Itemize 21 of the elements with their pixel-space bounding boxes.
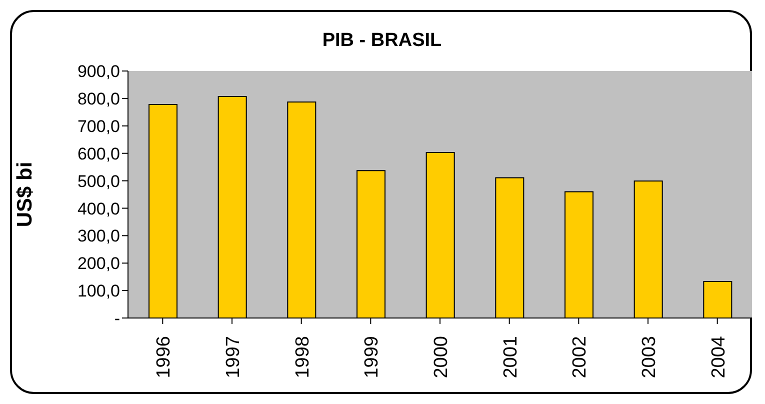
y-tick-label: 700,0 (77, 116, 120, 136)
x-tick-label: 1996 (154, 336, 175, 378)
x-tick-label: 2004 (708, 336, 730, 378)
x-tick-label: 2001 (500, 336, 522, 378)
y-tick-label: 200,0 (77, 254, 120, 274)
y-tick-label: 300,0 (77, 226, 120, 246)
y-tick-label: 800,0 (77, 89, 120, 108)
y-tick-label: - (114, 309, 120, 328)
y-tick-label: 400,0 (77, 199, 120, 218)
x-tick-label: 1997 (223, 336, 244, 378)
y-tick-label: 600,0 (77, 144, 120, 164)
y-axis-title: US$ bi (13, 162, 36, 228)
y-tick-label: 100,0 (77, 282, 120, 301)
x-tick-label: 1999 (362, 336, 383, 378)
x-tick-label: 1998 (292, 336, 314, 378)
x-tick-label: 2000 (431, 336, 452, 378)
x-tick-label: 2003 (639, 336, 660, 378)
x-tick-label: 2002 (570, 336, 591, 378)
chart-title: PIB - BRASIL (321, 30, 443, 52)
y-tick-label: 900,0 (77, 62, 120, 82)
y-tick-label: 500,0 (77, 172, 120, 191)
